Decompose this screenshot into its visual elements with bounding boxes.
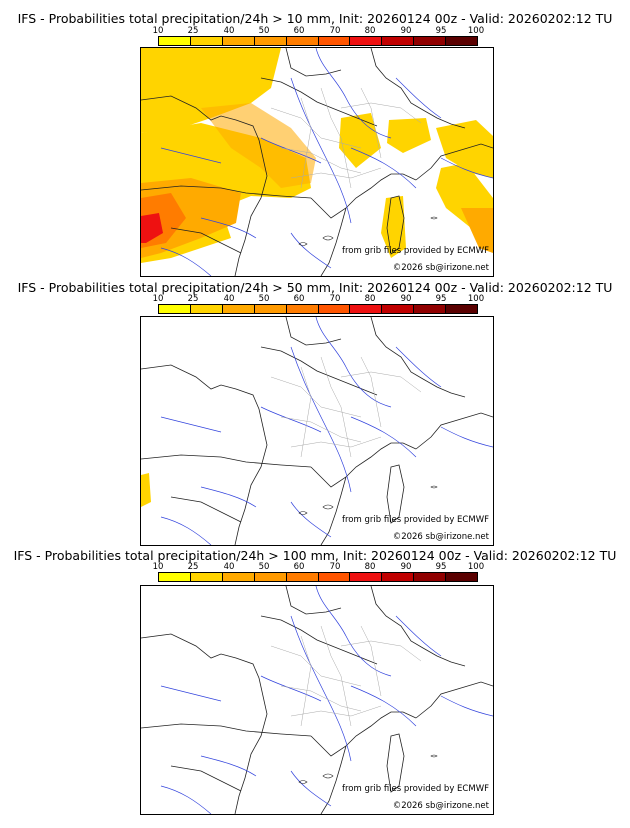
region-borders <box>270 87 422 189</box>
colorbar-labels: 10 25 40 50 60 70 80 90 95 100 <box>150 562 496 572</box>
scale-label: 95 <box>435 26 447 36</box>
scale-label: 90 <box>400 562 412 572</box>
panel-title: IFS - Probabilities total precipitation/… <box>17 11 613 26</box>
scale-label: 50 <box>258 294 270 304</box>
rivers <box>160 317 493 545</box>
copyright-credit: ©2026 sb@irizone.net <box>392 801 489 811</box>
colorbar <box>158 572 478 582</box>
map-50mm: from grib files provided by ECMWF ©2026 … <box>140 316 494 546</box>
scale-label: 100 <box>467 294 485 304</box>
scale-label: 60 <box>293 26 305 36</box>
scale-label: 70 <box>329 294 341 304</box>
scale-label: 40 <box>223 26 235 36</box>
scale-label: 70 <box>329 562 341 572</box>
colorbar <box>158 304 478 314</box>
colorbar-swatch <box>446 37 478 45</box>
map-canvas <box>141 48 493 276</box>
colorbar-swatch <box>190 573 223 581</box>
colorbar-swatch <box>254 305 287 313</box>
colorbar-swatch <box>190 305 223 313</box>
colorbar-swatch <box>222 573 255 581</box>
scale-label: 40 <box>223 294 235 304</box>
scale-label: 95 <box>435 294 447 304</box>
colorbar-swatch <box>286 573 319 581</box>
scale-label: 25 <box>187 294 199 304</box>
scale-label: 90 <box>400 294 412 304</box>
colorbar-swatch <box>350 305 383 313</box>
colorbar-swatch <box>382 573 415 581</box>
colorbar-swatch <box>350 37 383 45</box>
scale-label: 10 <box>152 562 164 572</box>
scale-label: 100 <box>467 562 485 572</box>
colorbar-swatch <box>159 573 191 581</box>
map-100mm: from grib files provided by ECMWF ©2026 … <box>140 585 494 815</box>
scale-label: 95 <box>435 562 447 572</box>
source-credit: from grib files provided by ECMWF <box>342 784 489 794</box>
colorbar-swatch <box>350 573 383 581</box>
colorbar-swatch <box>414 37 447 45</box>
colorbar-swatch <box>414 573 447 581</box>
scale-label: 70 <box>329 26 341 36</box>
panel-title: IFS - Probabilities total precipitation/… <box>17 280 613 295</box>
islands <box>298 485 438 515</box>
colorbar-swatch <box>286 305 319 313</box>
map-canvas <box>141 317 493 545</box>
coastline-borders <box>141 317 493 545</box>
colorbar-swatch <box>318 573 351 581</box>
colorbar-swatch <box>446 305 478 313</box>
colorbar-labels: 10 25 40 50 60 70 80 90 95 100 <box>150 294 496 304</box>
scale-label: 50 <box>258 26 270 36</box>
scale-label: 60 <box>293 294 305 304</box>
colorbar-swatch <box>222 37 255 45</box>
map-10mm: from grib files provided by ECMWF ©2026 … <box>140 47 494 277</box>
scale-label: 80 <box>364 294 376 304</box>
panel-title: IFS - Probabilities total precipitation/… <box>13 548 617 563</box>
colorbar-swatch <box>414 305 447 313</box>
scale-label: 50 <box>258 562 270 572</box>
scale-label: 25 <box>187 26 199 36</box>
source-credit: from grib files provided by ECMWF <box>342 246 489 256</box>
precip-field <box>141 473 151 507</box>
scale-label: 10 <box>152 294 164 304</box>
scale-label: 90 <box>400 26 412 36</box>
map-canvas <box>141 586 493 814</box>
colorbar-swatch <box>159 305 191 313</box>
colorbar-swatch <box>286 37 319 45</box>
colorbar-swatch <box>446 573 478 581</box>
islands <box>298 216 438 246</box>
colorbar-swatch <box>318 37 351 45</box>
colorbar-swatch <box>382 305 415 313</box>
islands <box>298 754 438 784</box>
colorbar-swatch <box>254 573 287 581</box>
colorbar-swatch <box>222 305 255 313</box>
precip-field <box>141 48 493 263</box>
colorbar-swatch <box>159 37 191 45</box>
colorbar-swatch <box>382 37 415 45</box>
region-borders <box>270 356 422 458</box>
rivers <box>160 586 493 814</box>
scale-label: 80 <box>364 26 376 36</box>
coastline-borders <box>141 48 493 276</box>
colorbar-swatch <box>254 37 287 45</box>
copyright-credit: ©2026 sb@irizone.net <box>392 532 489 542</box>
colorbar <box>158 36 478 46</box>
scale-label: 40 <box>223 562 235 572</box>
region-borders <box>270 625 422 727</box>
coastline-borders <box>141 586 493 814</box>
scale-label: 100 <box>467 26 485 36</box>
colorbar-swatch <box>190 37 223 45</box>
colorbar-labels: 10 25 40 50 60 70 80 90 95 100 <box>150 26 496 36</box>
source-credit: from grib files provided by ECMWF <box>342 515 489 525</box>
copyright-credit: ©2026 sb@irizone.net <box>392 263 489 273</box>
scale-label: 25 <box>187 562 199 572</box>
scale-label: 60 <box>293 562 305 572</box>
colorbar-swatch <box>318 305 351 313</box>
scale-label: 10 <box>152 26 164 36</box>
scale-label: 80 <box>364 562 376 572</box>
